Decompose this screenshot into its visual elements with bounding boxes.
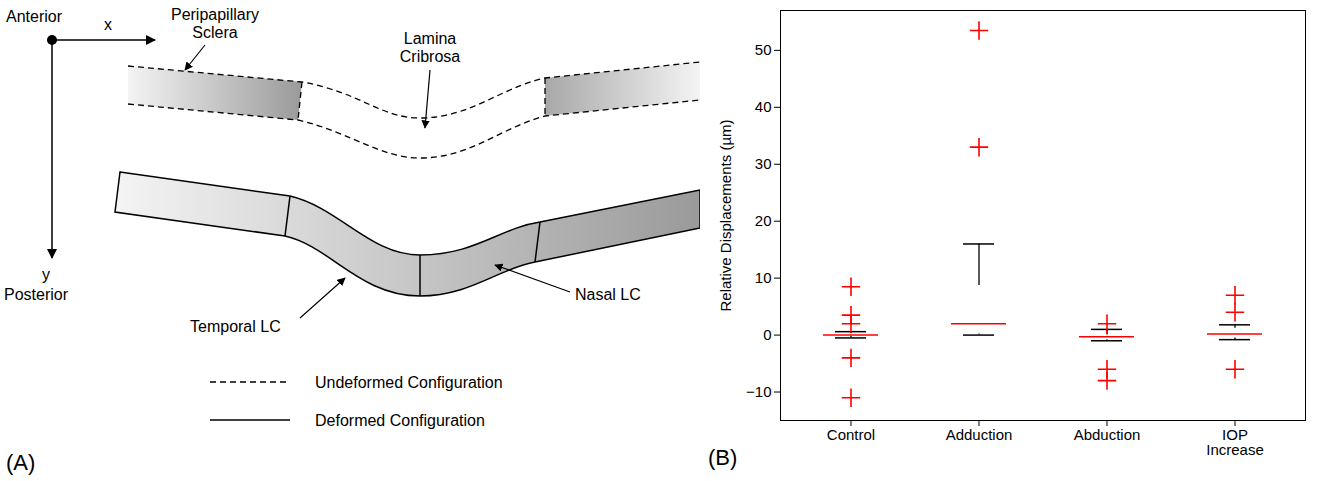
- svg-text:Anterior: Anterior: [6, 8, 63, 25]
- svg-text:20: 20: [755, 212, 772, 229]
- svg-text:(A): (A): [6, 450, 35, 475]
- svg-text:Control: Control: [827, 426, 875, 443]
- svg-text:Deformed Configuration: Deformed Configuration: [315, 412, 485, 429]
- svg-text:Nasal LC: Nasal LC: [575, 286, 641, 303]
- svg-text:10: 10: [755, 269, 772, 286]
- svg-text:Relative Displacements (µm): Relative Displacements (µm): [717, 119, 734, 311]
- svg-text:Undeformed Configuration: Undeformed Configuration: [315, 374, 503, 391]
- svg-text:y: y: [42, 266, 50, 283]
- svg-text:0: 0: [763, 326, 771, 343]
- svg-text:−10: −10: [746, 383, 771, 400]
- svg-text:Posterior: Posterior: [4, 286, 69, 303]
- svg-text:Temporal LC: Temporal LC: [190, 318, 281, 335]
- svg-text:x: x: [104, 16, 112, 33]
- html-text:(B): (B): [708, 445, 738, 470]
- svg-text:IOPIncrease: IOPIncrease: [1206, 426, 1264, 458]
- svg-text:Abduction: Abduction: [1074, 426, 1141, 443]
- svg-text:Adduction: Adduction: [946, 426, 1013, 443]
- svg-text:50: 50: [755, 41, 772, 58]
- svg-text:30: 30: [755, 155, 772, 172]
- svg-text:PeripapillarySclera: PeripapillarySclera: [171, 6, 259, 41]
- svg-text:40: 40: [755, 98, 772, 115]
- svg-text:LaminaCribrosa: LaminaCribrosa: [400, 30, 461, 65]
